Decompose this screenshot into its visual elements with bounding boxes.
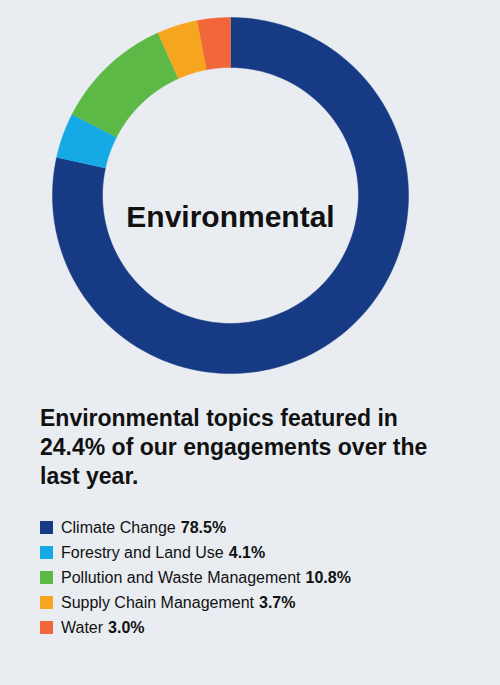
html-text:Supply Chain Management 3.7%: Supply Chain Management 3.7% (61, 593, 296, 611)
svg-text:Environmental: Environmental (126, 200, 334, 233)
html-text:Water 3.0%: Water 3.0% (61, 618, 145, 636)
html-text:Pollution and Waste Management: Pollution and Waste Management 10.8% (61, 568, 351, 586)
html-text:Climate Change 78.5%: Climate Change 78.5% (61, 518, 227, 536)
html-text:Forestry and Land Use 4.1%: Forestry and Land Use 4.1% (61, 543, 266, 561)
html-text:Environmental topics featured: Environmental topics featured in 24.4% o… (40, 405, 428, 489)
